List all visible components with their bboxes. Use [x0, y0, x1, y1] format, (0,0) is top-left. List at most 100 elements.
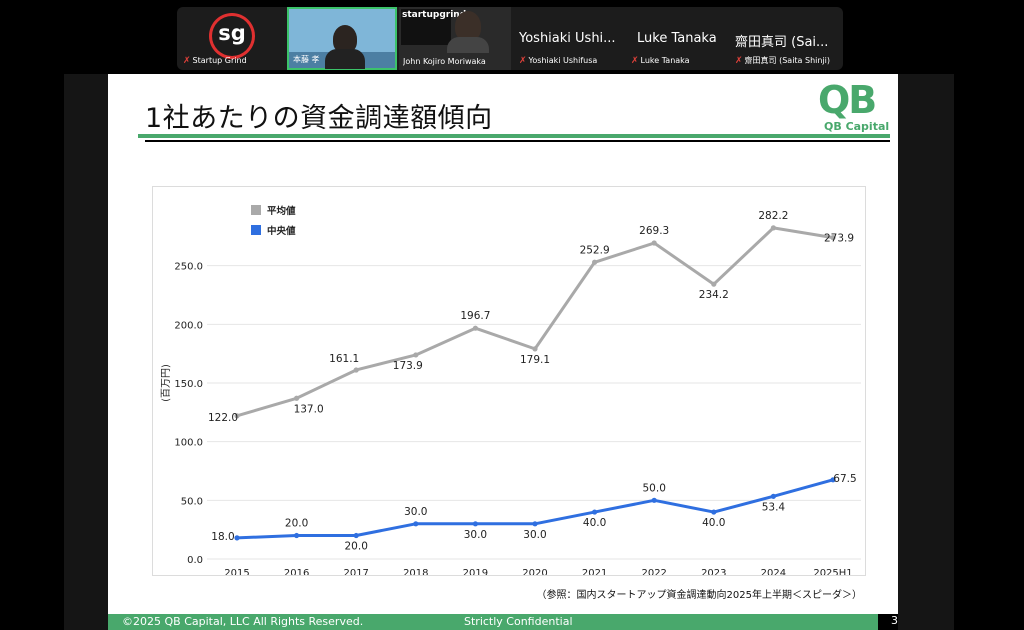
participant-title: Yoshiaki Ushi... — [519, 31, 616, 46]
data-label: 30.0 — [404, 506, 427, 518]
y-tick-label: 200.0 — [174, 320, 203, 331]
participant-name: 本藤 孝 — [293, 55, 320, 64]
average-series-line — [236, 226, 834, 418]
participant-tile-active-speaker[interactable]: 本藤 孝 — [287, 7, 397, 70]
x-tick-label: 2023 — [701, 568, 726, 575]
participant-tile[interactable]: Luke Tanaka ✗ Luke Tanaka — [625, 7, 727, 70]
legend-swatch — [251, 225, 261, 235]
median-point — [532, 521, 538, 527]
average-point — [830, 235, 836, 241]
x-tick-label: 2022 — [641, 568, 666, 575]
data-label: 50.0 — [643, 482, 666, 494]
qb-capital-logo: QB QB Capital — [818, 78, 890, 133]
data-label: 40.0 — [702, 517, 725, 529]
source-note: （参照：国内スタートアップ資金調達動向2025年上半期＜スピーダ＞） — [536, 590, 862, 601]
participant-name: 齋田真司 (Saita Shinji) — [744, 56, 831, 65]
y-tick-label: 150.0 — [174, 379, 203, 390]
mic-muted-icon: ✗ — [631, 56, 639, 66]
data-label: 18.0 — [211, 531, 234, 543]
left-margin — [64, 74, 108, 630]
median-point — [830, 477, 836, 483]
data-label: 30.0 — [464, 529, 487, 541]
legend-label: 中央値 — [267, 225, 296, 237]
x-tick-label: 2021 — [582, 568, 607, 575]
data-label: 173.9 — [393, 360, 423, 372]
participant-tile[interactable]: Yoshiaki Ushi... ✗ Yoshiaki Ushifusa — [513, 7, 623, 70]
median-point — [711, 509, 717, 515]
median-point — [294, 532, 300, 539]
y-axis-title: (百万円) — [160, 364, 172, 402]
data-label: 273.9 — [824, 233, 854, 245]
avatar — [455, 11, 481, 41]
data-label: 40.0 — [583, 517, 606, 529]
median-point — [413, 521, 419, 527]
line-chart: 0.0 50.0 100.0 150.0 200.0 250.0 (百万円) 2015 2016… — [160, 205, 861, 579]
median-point — [353, 532, 359, 539]
participant-tile[interactable]: 齋田真司 (Sai... ✗ 齋田真司 (Saita Shinji) — [729, 7, 843, 70]
participant-tile[interactable]: sg ✗ Startup Grind — [177, 7, 285, 70]
x-tick-label: 2015 — [224, 568, 249, 575]
startup-grind-logo: sg — [209, 13, 255, 59]
x-tick-label: 2020 — [522, 568, 547, 575]
average-point — [234, 413, 240, 419]
data-label: 234.2 — [699, 289, 729, 301]
median-point — [770, 493, 777, 499]
median-point — [472, 521, 478, 527]
screen-share-brand: startupgrind — [402, 10, 467, 20]
average-point — [532, 346, 538, 352]
title-underline-green — [138, 134, 890, 138]
participant-tile[interactable]: startupgrind John Kojiro Moriwaka — [399, 7, 511, 70]
data-label: 196.7 — [460, 310, 490, 322]
y-tick-label: 50.0 — [181, 496, 203, 507]
data-label: 20.0 — [285, 518, 308, 530]
confidential-text: Strictly Confidential — [464, 615, 573, 628]
page-number: 3 — [878, 614, 898, 630]
data-label: 122.0 — [208, 412, 238, 424]
data-label: 269.3 — [639, 225, 669, 237]
data-label: 53.4 — [762, 501, 786, 513]
slide-footer: ©2025 QB Capital, LLC All Rights Reserve… — [108, 614, 878, 630]
participant-name: Luke Tanaka — [640, 56, 690, 65]
avatar — [333, 25, 357, 53]
mic-muted-icon: ✗ — [519, 56, 527, 66]
data-label: 282.2 — [758, 210, 788, 222]
chart-frame: 0.0 50.0 100.0 150.0 200.0 250.0 (百万円) 2015 2016… — [152, 186, 866, 579]
data-label: 20.0 — [345, 541, 368, 553]
average-point — [353, 367, 359, 373]
x-tick-label: 2017 — [343, 568, 368, 575]
average-point — [294, 395, 300, 401]
x-tick-label: 2019 — [463, 568, 488, 575]
average-point — [413, 352, 419, 358]
x-tick-label: 2025H1 — [813, 568, 852, 575]
data-label: 137.0 — [294, 403, 324, 415]
median-point — [592, 509, 598, 515]
average-point — [592, 259, 598, 265]
x-tick-label: 2018 — [403, 568, 428, 575]
participant-name: John Kojiro Moriwaka — [403, 57, 486, 66]
participant-title: 齋田真司 (Sai... — [735, 35, 829, 50]
average-point — [711, 281, 717, 287]
data-label: 252.9 — [580, 244, 610, 256]
y-tick-label: 100.0 — [174, 438, 203, 449]
x-tick-label: 2024 — [761, 568, 786, 575]
average-point — [770, 225, 777, 231]
shared-slide: 1社あたりの資金調達額傾向 QB QB Capital 0.0 50.0 100.0… — [108, 74, 898, 630]
y-tick-label: 0.0 — [187, 555, 203, 566]
x-tick-label: 2016 — [284, 568, 309, 575]
median-point — [234, 535, 240, 541]
participant-title: Luke Tanaka — [637, 31, 717, 46]
copyright-text: ©2025 QB Capital, LLC All Rights Reserve… — [122, 615, 364, 628]
median-point — [651, 497, 657, 503]
data-label: 161.1 — [329, 353, 359, 365]
legend-label: 平均値 — [267, 205, 296, 217]
mic-muted-icon: ✗ — [735, 56, 743, 66]
title-underline-black — [145, 140, 890, 142]
data-label: 30.0 — [523, 529, 546, 541]
average-point — [651, 240, 657, 246]
participant-bar: sg ✗ Startup Grind 本藤 孝 startupgrind John… — [177, 7, 843, 70]
slide-title: 1社あたりの資金調達額傾向 — [145, 103, 493, 134]
participant-name: Yoshiaki Ushifusa — [528, 56, 598, 65]
right-margin — [898, 74, 954, 630]
mic-muted-icon: ✗ — [183, 56, 191, 66]
average-point — [472, 325, 478, 331]
